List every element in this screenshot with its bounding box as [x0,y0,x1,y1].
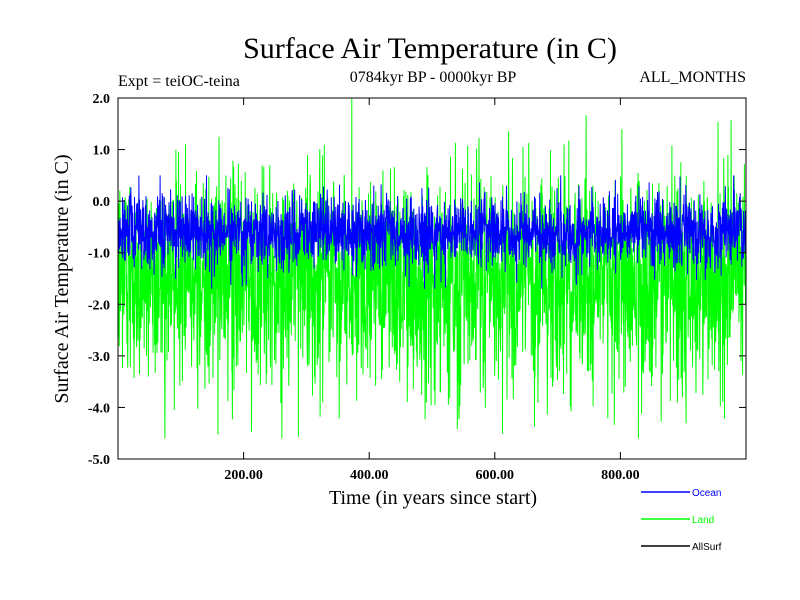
y-tick-label: 0.0 [93,195,111,210]
legend-label-allsurf: AllSurf [692,542,722,553]
y-tick-label: 1.0 [93,144,111,159]
x-tick-label: 200.00 [224,468,263,483]
plot-area [117,97,747,439]
series-land-path [117,97,747,439]
y-axis: 2.0 1.0 0.0 -1.0 -2.0 -3.0 -4.0 -5.0 [88,92,746,468]
y-tick-label: 2.0 [93,92,111,107]
experiment-label: Expt = teiOC-teina [118,73,240,90]
period-label: 0784kyr BP - 0000kyr BP [350,69,517,86]
series-ocean-line [117,175,747,289]
y-tick-label: -4.0 [88,401,110,416]
x-tick-label: 600.00 [476,468,515,483]
y-tick-label: -2.0 [88,298,110,313]
y-tick-label: -1.0 [88,247,110,262]
plot-frame [117,97,747,460]
x-axis-label: Time (in years since start) [329,487,537,509]
x-axis: 200.00 400.00 600.00 800.00 [224,98,640,483]
y-tick-label: -5.0 [88,453,110,468]
y-axis-label: Surface Air Temperature (in C) [51,154,73,403]
y-tick-label: -3.0 [88,350,110,365]
months-label: ALL_MONTHS [639,69,746,86]
series-ocean-path [117,175,747,289]
x-tick-label: 800.00 [601,468,640,483]
legend-label-land: Land [692,515,714,526]
series-land-line [117,97,747,439]
x-tick-label: 400.00 [350,468,389,483]
chart-title: Surface Air Temperature (in C) [243,32,617,65]
legend: Ocean Land AllSurf [641,488,722,553]
legend-label-ocean: Ocean [692,488,721,499]
